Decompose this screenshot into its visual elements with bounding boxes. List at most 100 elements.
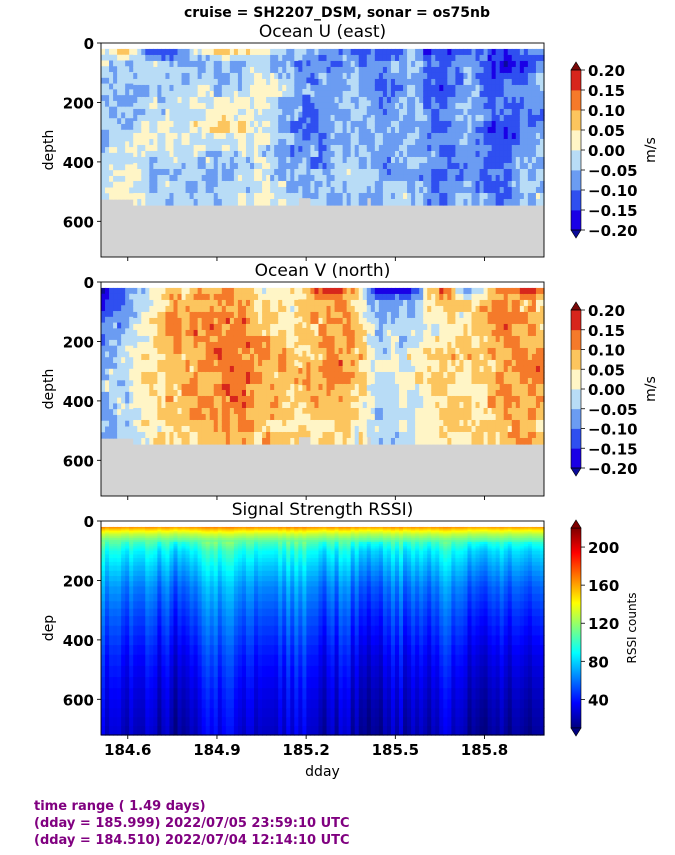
heatmap-cell	[173, 90, 179, 98]
heatmap-cell	[411, 365, 416, 373]
heatmap-cell	[161, 108, 167, 116]
heatmap-cell	[294, 437, 299, 445]
heatmap-cell	[350, 323, 356, 331]
heatmap-cell	[354, 335, 360, 343]
heatmap-cell	[354, 126, 360, 134]
heatmap-cell	[165, 156, 171, 164]
heatmap-cell	[463, 120, 469, 128]
heatmap-cell	[431, 90, 436, 98]
heatmap-cell	[282, 293, 287, 301]
heatmap-cell	[129, 123, 134, 131]
heatmap-cell	[217, 425, 223, 433]
heatmap-cell	[318, 431, 324, 439]
heatmap-cell	[334, 192, 340, 200]
heatmap-cell	[205, 311, 211, 319]
heatmap-cell	[370, 108, 376, 116]
heatmap-cell	[241, 84, 247, 92]
heatmap-cell	[399, 96, 404, 104]
heatmap-cell	[217, 90, 223, 98]
heatmap-cell	[153, 365, 158, 373]
heatmap-cell	[443, 186, 448, 194]
heatmap-cell	[302, 350, 307, 358]
heatmap-cell	[282, 180, 287, 188]
heatmap-cell	[193, 144, 199, 152]
heatmap-cell	[354, 437, 360, 445]
heatmap-cell	[407, 395, 412, 403]
heatmap-cell	[270, 407, 275, 415]
heatmap-cell	[157, 72, 163, 80]
heatmap-cell	[399, 174, 404, 182]
heatmap-cell	[390, 305, 396, 313]
heatmap-cell	[237, 353, 243, 361]
heatmap-cell	[274, 198, 279, 206]
heatmap-cell	[354, 389, 360, 397]
heatmap-cell	[245, 114, 251, 122]
heatmap-cell	[503, 192, 509, 200]
heatmap-cell	[378, 156, 384, 164]
heatmap-cell	[165, 60, 171, 68]
heatmap-cell	[266, 60, 271, 68]
heatmap-cell	[258, 90, 263, 98]
heatmap-cell	[105, 305, 110, 312]
heatmap-cell	[338, 54, 344, 62]
heatmap-cell	[129, 77, 134, 85]
heatmap-cell	[209, 72, 215, 80]
heatmap-cell	[185, 425, 191, 433]
heatmap-cell	[507, 48, 513, 56]
heatmap-cell	[382, 186, 388, 194]
heatmap-cell	[294, 305, 299, 313]
heatmap-cell	[515, 84, 521, 92]
heatmap-cell	[233, 299, 239, 307]
heatmap-cell	[415, 90, 420, 98]
heatmap-cell	[310, 413, 316, 421]
heatmap-cell	[523, 162, 529, 170]
heatmap-cell	[390, 335, 396, 343]
heatmap-cell	[153, 437, 158, 445]
heatmap-cell	[113, 316, 118, 324]
heatmap-cell	[386, 425, 392, 433]
heatmap-cell	[531, 198, 537, 206]
heatmap-cell	[290, 96, 295, 104]
heatmap-cell	[237, 401, 243, 409]
heatmap-cell	[213, 54, 219, 62]
heatmap-cell	[298, 77, 303, 84]
heatmap-cell	[105, 311, 110, 318]
heatmap-cell	[403, 126, 408, 134]
heatmap-cell	[382, 132, 388, 140]
heatmap-cell	[298, 350, 303, 358]
heatmap-cell	[101, 328, 106, 335]
heatmap-cell	[314, 389, 320, 397]
heatmap-cell	[310, 84, 316, 92]
heatmap-cell	[334, 144, 340, 152]
heatmap-cell	[411, 108, 416, 116]
heatmap-cell	[487, 138, 493, 146]
heatmap-cell	[197, 347, 203, 355]
heatmap-cell	[278, 84, 283, 92]
heatmap-cell	[394, 78, 400, 86]
heatmap-cell	[419, 186, 424, 194]
heatmap-cell	[286, 66, 291, 74]
heatmap-cell	[362, 78, 368, 86]
heatmap-cell	[245, 335, 251, 343]
heatmap-cell	[471, 60, 477, 68]
heatmap-cell	[153, 186, 158, 194]
heatmap-cell	[338, 335, 344, 343]
heatmap-cell	[386, 156, 392, 164]
heatmap-cell	[443, 54, 448, 62]
heatmap-cell	[225, 311, 231, 319]
heatmap-cell	[113, 48, 118, 56]
heatmap-cell	[221, 293, 227, 301]
heatmap-cell	[443, 84, 448, 92]
heatmap-cell	[370, 198, 376, 206]
heatmap-cell	[302, 180, 307, 187]
heatmap-cell	[125, 345, 130, 353]
heatmap-cell	[133, 353, 138, 361]
heatmap-cell	[274, 78, 279, 86]
heatmap-cell	[507, 60, 513, 68]
heatmap-cell	[390, 431, 396, 439]
heatmap-cell	[451, 198, 456, 206]
heatmap-cell	[177, 168, 183, 176]
heatmap-cell	[467, 192, 473, 200]
heatmap-cell	[411, 299, 416, 307]
heatmap-cell	[386, 102, 392, 110]
